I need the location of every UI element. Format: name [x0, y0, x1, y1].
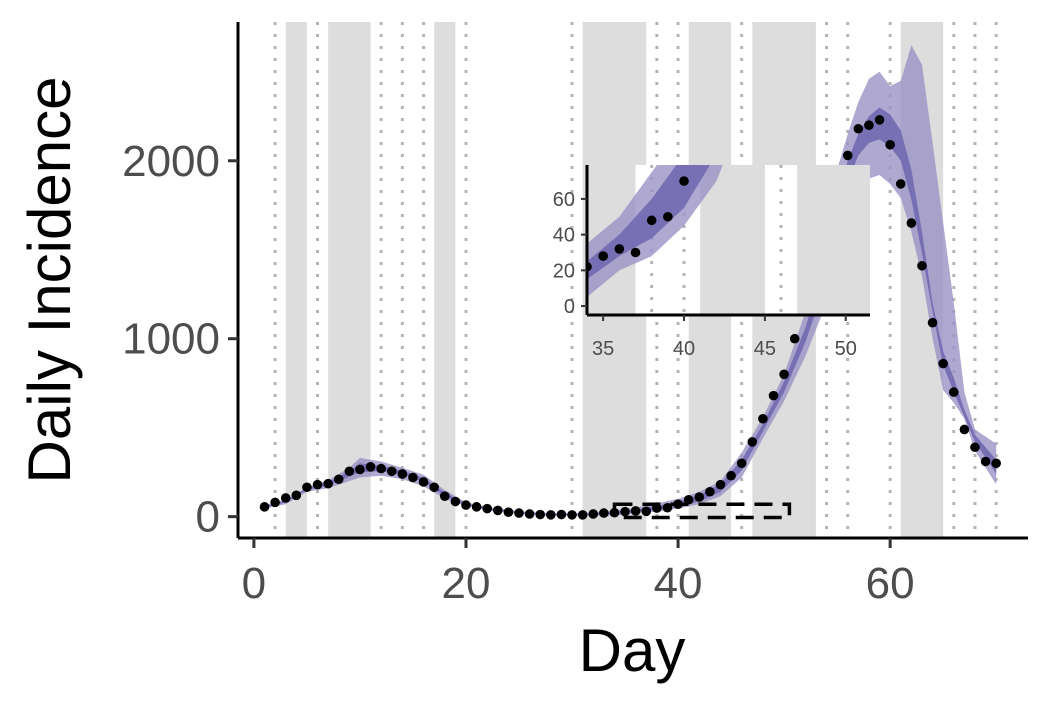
data-point	[991, 458, 1001, 469]
data-point	[599, 508, 609, 518]
data-point	[874, 115, 885, 125]
data-point	[418, 477, 429, 487]
data-point	[917, 260, 927, 271]
inset-y-tick-label: 40	[553, 225, 575, 247]
inset-data-point	[663, 211, 673, 222]
data-point	[397, 469, 408, 479]
data-point	[408, 472, 418, 483]
inset-y-tick-label: 60	[553, 189, 575, 211]
data-point	[938, 358, 948, 369]
data-point	[333, 474, 344, 485]
data-point	[270, 497, 280, 508]
x-axis-title: Day	[579, 617, 686, 684]
data-point	[514, 508, 524, 518]
shaded-period-0	[285, 22, 307, 538]
data-point	[439, 491, 450, 501]
data-point	[789, 333, 800, 344]
data-point	[588, 509, 599, 519]
inset-plot-panel: 35 40 45 50 0 20 40 60	[553, 165, 870, 360]
x-tick-label: 40	[654, 559, 703, 608]
data-point	[694, 492, 705, 502]
data-point	[620, 506, 630, 517]
data-point	[630, 506, 641, 516]
data-point	[535, 509, 546, 520]
inset-shaded-period	[797, 165, 870, 315]
data-point	[758, 413, 768, 424]
data-point	[492, 505, 503, 516]
inset-shaded-period	[700, 165, 765, 315]
data-point	[959, 424, 970, 435]
data-point	[302, 482, 312, 493]
data-point	[461, 500, 471, 510]
data-point	[344, 466, 355, 477]
data-point	[885, 139, 895, 150]
data-point	[895, 179, 906, 189]
y-tick-label: 2000	[122, 137, 220, 186]
data-point	[386, 466, 397, 477]
inset-x-tick-label: 45	[754, 338, 776, 360]
data-point	[906, 218, 917, 228]
data-point	[842, 150, 853, 161]
data-point	[662, 502, 673, 513]
inset-data-point	[598, 251, 608, 261]
data-point	[429, 482, 439, 493]
data-point	[376, 463, 386, 474]
data-point	[970, 442, 980, 453]
data-point	[641, 506, 652, 517]
inset-x-tick-label: 35	[592, 338, 614, 360]
data-point	[927, 317, 938, 328]
x-tick-label: 60	[866, 559, 915, 608]
data-point	[450, 496, 461, 507]
data-point	[503, 507, 514, 517]
shaded-period-2	[434, 22, 456, 538]
data-point	[556, 509, 567, 520]
inset-data-point	[614, 244, 625, 254]
data-point	[864, 120, 874, 130]
inset-data-point	[630, 247, 641, 258]
inset-y-tick-label: 0	[564, 296, 575, 318]
shaded-period-1	[328, 22, 371, 538]
data-point	[747, 437, 758, 447]
y-tick-label: 1000	[122, 315, 220, 364]
data-point	[726, 470, 736, 481]
data-point	[365, 462, 376, 472]
inset-data-layer	[587, 165, 723, 298]
x-tick-label: 0	[242, 559, 266, 608]
data-point	[768, 390, 779, 401]
y-tick-label: 0	[196, 493, 220, 542]
data-point	[312, 479, 323, 490]
data-point	[259, 502, 270, 512]
inset-data-point	[679, 176, 689, 186]
data-point	[980, 456, 991, 467]
data-point	[471, 502, 482, 512]
inset-x-tick-label: 50	[835, 338, 857, 360]
x-tick-label: 20	[442, 559, 491, 608]
data-point	[546, 510, 556, 520]
inset-y-tick-label: 20	[553, 260, 575, 282]
data-point	[853, 123, 864, 134]
main-plot-panel: 0 20 40 60 0 1000 2000	[122, 22, 1028, 608]
data-point	[323, 478, 333, 489]
data-point	[482, 503, 492, 514]
data-point	[567, 510, 577, 520]
data-point	[683, 494, 694, 505]
data-point	[355, 464, 365, 475]
inset-x-tick-label: 40	[673, 338, 695, 360]
data-point	[948, 387, 959, 397]
data-point	[715, 479, 726, 490]
outer-interval-band	[264, 45, 997, 516]
data-point	[577, 510, 588, 520]
data-point	[705, 486, 715, 497]
data-point	[779, 369, 789, 380]
data-point	[524, 509, 535, 519]
data-point	[736, 458, 747, 469]
y-axis-title: Daily Incidence	[16, 77, 83, 484]
data-point	[280, 493, 291, 503]
inset-data-point	[646, 215, 657, 226]
inset-highlight-box	[612, 502, 792, 520]
data-point	[291, 490, 302, 501]
